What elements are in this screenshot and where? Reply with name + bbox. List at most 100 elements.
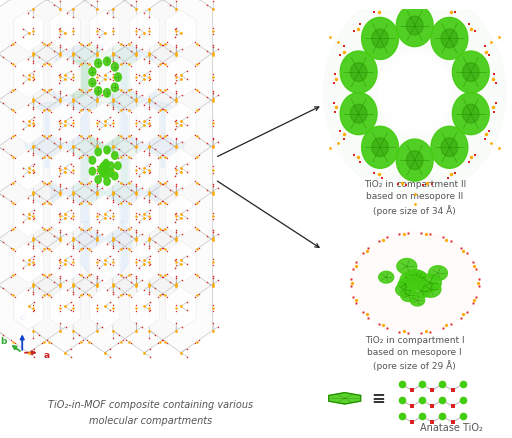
Polygon shape bbox=[50, 241, 80, 283]
Polygon shape bbox=[113, 125, 176, 214]
Polygon shape bbox=[95, 148, 101, 156]
Polygon shape bbox=[50, 148, 80, 191]
Polygon shape bbox=[90, 148, 120, 191]
Circle shape bbox=[78, 214, 132, 279]
Polygon shape bbox=[379, 271, 394, 283]
Polygon shape bbox=[350, 104, 367, 123]
Text: TiO₂-in-MOF composite containing various: TiO₂-in-MOF composite containing various bbox=[49, 400, 253, 410]
Polygon shape bbox=[150, 125, 212, 214]
Polygon shape bbox=[150, 33, 212, 121]
Polygon shape bbox=[129, 194, 160, 237]
Polygon shape bbox=[431, 18, 468, 60]
Circle shape bbox=[90, 117, 120, 153]
Circle shape bbox=[132, 102, 186, 168]
Polygon shape bbox=[73, 218, 136, 307]
Polygon shape bbox=[361, 18, 398, 60]
Polygon shape bbox=[112, 172, 118, 180]
Polygon shape bbox=[361, 126, 398, 168]
Text: c: c bbox=[19, 313, 25, 322]
Polygon shape bbox=[73, 172, 136, 260]
Polygon shape bbox=[73, 264, 136, 353]
Polygon shape bbox=[113, 218, 176, 307]
Polygon shape bbox=[89, 156, 96, 164]
Polygon shape bbox=[113, 0, 176, 75]
Polygon shape bbox=[33, 33, 97, 121]
Circle shape bbox=[51, 158, 105, 223]
Circle shape bbox=[323, 0, 506, 197]
Polygon shape bbox=[0, 264, 60, 353]
Circle shape bbox=[350, 232, 480, 334]
Polygon shape bbox=[99, 169, 106, 177]
Polygon shape bbox=[129, 241, 160, 283]
Polygon shape bbox=[50, 102, 80, 145]
Polygon shape bbox=[396, 283, 414, 297]
Polygon shape bbox=[103, 159, 109, 166]
Polygon shape bbox=[104, 146, 110, 154]
Polygon shape bbox=[103, 57, 111, 66]
Polygon shape bbox=[397, 258, 417, 274]
Polygon shape bbox=[103, 88, 111, 97]
Polygon shape bbox=[73, 79, 136, 168]
Polygon shape bbox=[166, 56, 196, 99]
Polygon shape bbox=[95, 87, 102, 95]
Polygon shape bbox=[90, 241, 120, 283]
Polygon shape bbox=[166, 241, 196, 283]
Polygon shape bbox=[329, 392, 360, 404]
Polygon shape bbox=[108, 162, 114, 170]
Polygon shape bbox=[90, 10, 120, 52]
Polygon shape bbox=[113, 79, 176, 168]
Polygon shape bbox=[150, 172, 212, 260]
Polygon shape bbox=[372, 138, 388, 157]
Polygon shape bbox=[50, 287, 80, 330]
Polygon shape bbox=[102, 170, 109, 179]
Polygon shape bbox=[414, 285, 431, 297]
Polygon shape bbox=[111, 63, 118, 71]
Polygon shape bbox=[89, 78, 96, 87]
Polygon shape bbox=[400, 272, 422, 289]
Polygon shape bbox=[13, 194, 44, 237]
Circle shape bbox=[78, 102, 132, 168]
Text: molecular compartments: molecular compartments bbox=[90, 417, 212, 426]
Polygon shape bbox=[413, 271, 427, 283]
Polygon shape bbox=[13, 56, 44, 99]
Polygon shape bbox=[101, 162, 108, 170]
Polygon shape bbox=[0, 79, 60, 168]
Circle shape bbox=[24, 102, 78, 168]
Circle shape bbox=[62, 60, 93, 98]
Text: b: b bbox=[0, 337, 7, 346]
Polygon shape bbox=[13, 10, 44, 52]
Polygon shape bbox=[401, 289, 417, 301]
Polygon shape bbox=[101, 166, 108, 173]
Polygon shape bbox=[166, 102, 196, 145]
Polygon shape bbox=[90, 287, 120, 330]
Polygon shape bbox=[0, 218, 60, 307]
Polygon shape bbox=[166, 10, 196, 52]
Polygon shape bbox=[33, 79, 97, 168]
Text: a: a bbox=[44, 351, 50, 360]
Polygon shape bbox=[150, 79, 212, 168]
Text: TiO₂ in compartment I
based on mesopore I
(pore size of 29 Å): TiO₂ in compartment I based on mesopore … bbox=[365, 336, 464, 371]
Polygon shape bbox=[410, 295, 424, 306]
Polygon shape bbox=[89, 167, 96, 175]
Polygon shape bbox=[350, 63, 367, 81]
Polygon shape bbox=[13, 102, 44, 145]
Polygon shape bbox=[129, 287, 160, 330]
Polygon shape bbox=[113, 33, 176, 121]
Polygon shape bbox=[396, 4, 433, 46]
Polygon shape bbox=[396, 139, 433, 181]
Polygon shape bbox=[73, 33, 136, 121]
Polygon shape bbox=[129, 10, 160, 52]
Polygon shape bbox=[407, 151, 423, 170]
Polygon shape bbox=[166, 148, 196, 191]
Polygon shape bbox=[372, 29, 388, 48]
Polygon shape bbox=[50, 56, 80, 99]
Polygon shape bbox=[0, 33, 60, 121]
Polygon shape bbox=[419, 274, 441, 291]
Polygon shape bbox=[398, 279, 413, 290]
Polygon shape bbox=[89, 67, 96, 76]
Circle shape bbox=[105, 46, 159, 112]
Polygon shape bbox=[73, 125, 136, 214]
Polygon shape bbox=[13, 148, 44, 191]
Polygon shape bbox=[129, 102, 160, 145]
Polygon shape bbox=[33, 0, 97, 75]
